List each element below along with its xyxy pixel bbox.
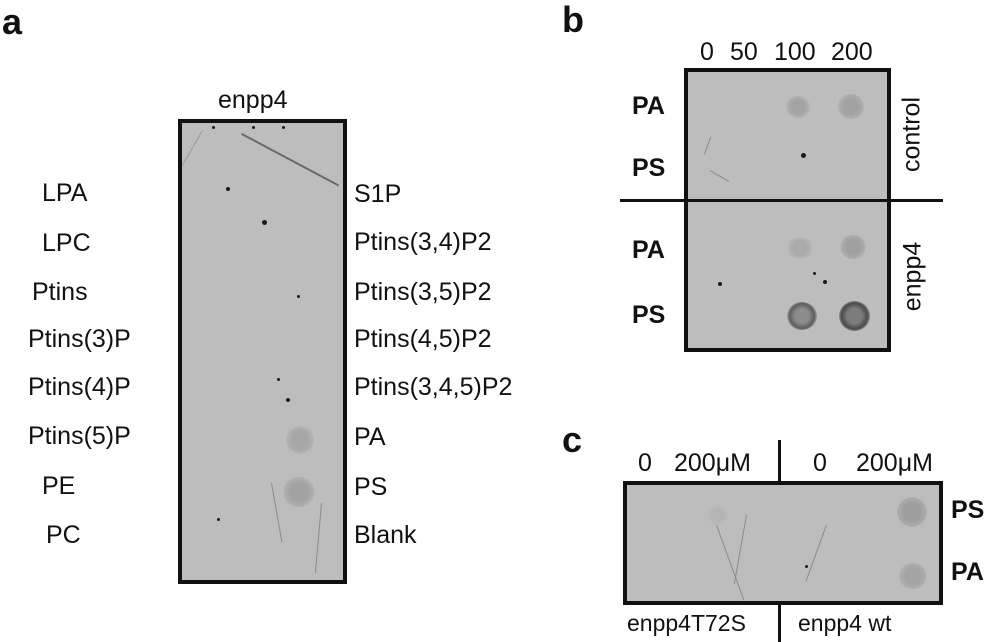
lipid-spot-pa	[286, 426, 314, 454]
spot-enpp4-ps-100	[787, 302, 817, 330]
membrane-scratch	[733, 514, 747, 584]
speck	[823, 280, 827, 284]
conc-label-200: 200	[831, 38, 873, 66]
speck	[262, 220, 267, 225]
panel-a-membrane	[178, 119, 347, 584]
spot-enpp4-pa-100	[788, 237, 812, 259]
conc-label-100: 100	[774, 38, 816, 66]
speck	[252, 126, 255, 129]
lipid-label-lpa: LPA	[42, 179, 88, 207]
conc-label-50: 50	[730, 38, 758, 66]
membrane-scratch	[805, 524, 827, 582]
spot-enpp4-ps-200	[839, 301, 870, 331]
speck	[297, 295, 300, 298]
lipid-label-ptins345p2: Ptins(3,4,5)P2	[354, 373, 513, 401]
spot-control-pa-200	[838, 94, 864, 119]
lipid-label-lpc: LPC	[42, 229, 91, 257]
lipid-label-ptins35p2: Ptins(3,5)P2	[354, 278, 492, 306]
speck	[813, 272, 816, 275]
lipid-label-blank: Blank	[354, 521, 417, 549]
conc-label-0: 0	[700, 38, 714, 66]
speck	[277, 378, 280, 381]
lipid-label-pe: PE	[42, 472, 76, 500]
panel-c-conc-left-0: 0	[638, 449, 652, 477]
lipid-label-pc: PC	[46, 521, 81, 549]
speck	[226, 187, 230, 191]
membrane-crack	[241, 133, 340, 187]
membrane-scratch	[271, 483, 283, 543]
panel-b-row-label-ps-top: PS	[632, 154, 666, 182]
speck	[718, 282, 722, 286]
lipid-label-ptins5p: Ptins(5)P	[28, 422, 131, 450]
lipid-label-ptins: Ptins	[32, 278, 88, 306]
speck	[217, 518, 220, 521]
panel-c-conc-left-200: 200μM	[674, 449, 751, 477]
panel-c-row-label-pa: PA	[951, 558, 984, 586]
speck	[282, 126, 285, 129]
membrane-scratch	[709, 170, 730, 182]
lipid-label-ptins45p2: Ptins(4,5)P2	[354, 325, 492, 353]
panel-b-group-control: control	[897, 96, 926, 173]
panel-b-divider	[620, 199, 943, 202]
spot-mut-ps-200	[707, 505, 729, 525]
panel-c-bottom-right-label: enpp4 wt	[798, 610, 892, 636]
speck	[212, 126, 215, 129]
lipid-label-ptins4p: Ptins(4)P	[28, 373, 131, 401]
speck	[801, 153, 806, 158]
panel-c-membrane	[623, 481, 943, 605]
lipid-label-pa: PA	[354, 423, 386, 451]
speck	[286, 398, 290, 402]
panel-b-membrane	[684, 68, 891, 352]
panel-c-row-label-ps: PS	[951, 496, 985, 524]
panel-b-row-label-ps-bottom: PS	[632, 301, 666, 329]
panel-b-row-label-pa-top: PA	[632, 92, 665, 120]
panel-c-bottom-left-label: enpp4T72S	[627, 610, 746, 636]
lipid-label-ptins34p2: Ptins(3,4)P2	[354, 228, 492, 256]
panel-a-membrane-label: enpp4	[218, 86, 288, 114]
spot-wt-ps-200	[897, 497, 927, 527]
membrane-crack	[182, 130, 203, 166]
speck	[805, 565, 808, 568]
membrane-scratch	[314, 502, 322, 573]
panel-c-conc-right-0: 0	[813, 449, 827, 477]
lipid-label-ps: PS	[354, 473, 388, 501]
panel-c-letter: c	[562, 419, 583, 460]
membrane-scratch	[704, 137, 712, 155]
lipid-label-s1p: S1P	[354, 180, 402, 208]
spot-wt-pa-200	[899, 563, 927, 589]
spot-enpp4-pa-200	[840, 235, 866, 259]
panel-b-row-label-pa-bottom: PA	[632, 236, 665, 264]
panel-b-group-enpp4: enpp4	[898, 241, 927, 312]
panel-a-letter: a	[2, 1, 23, 42]
membrane-scratch	[716, 525, 745, 601]
spot-control-pa-100	[786, 96, 810, 118]
lipid-label-ptins3p: Ptins(3)P	[28, 325, 131, 353]
panel-c-conc-right-200: 200μM	[856, 449, 933, 477]
lipid-spot-ps	[283, 477, 315, 507]
panel-b-letter: b	[562, 0, 584, 40]
